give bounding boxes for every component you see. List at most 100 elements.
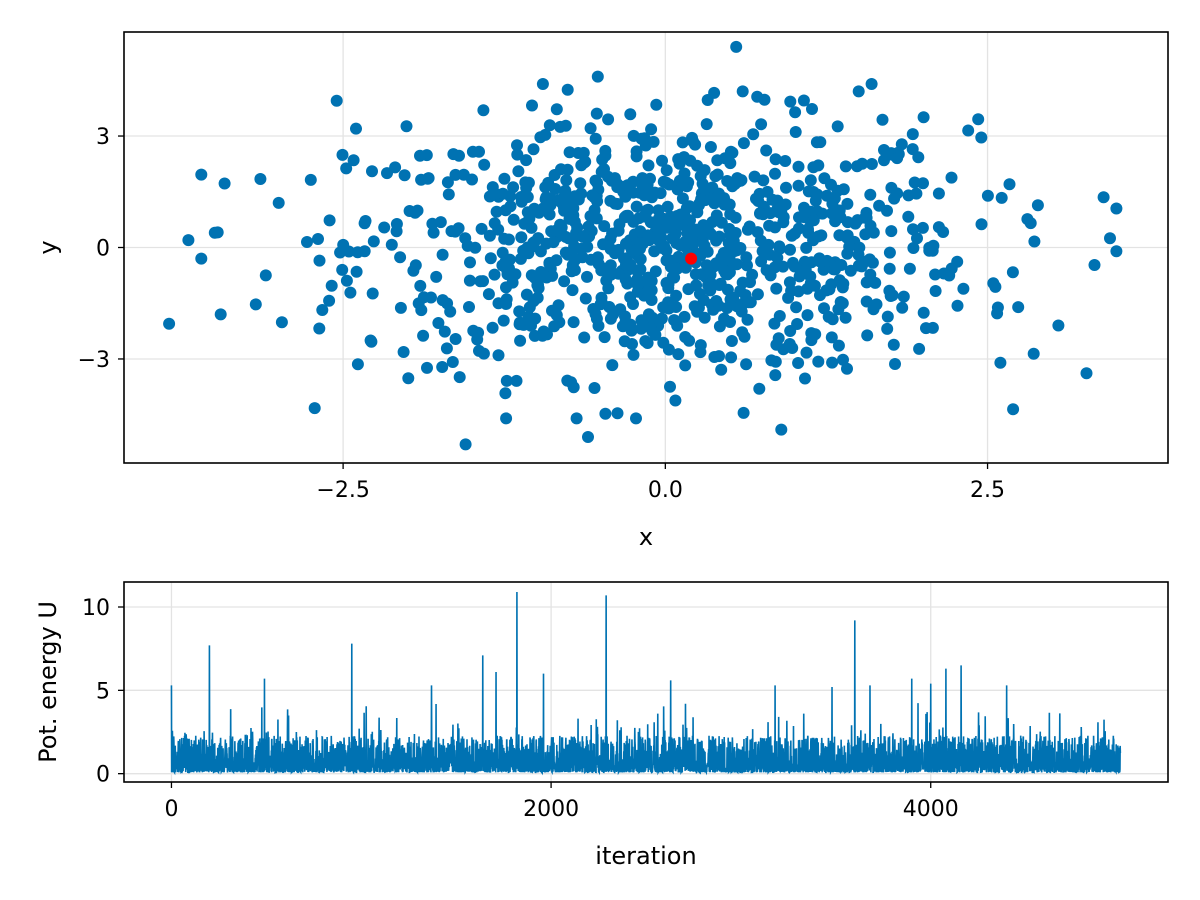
scatter-point xyxy=(829,263,842,276)
scatter-point xyxy=(676,192,689,205)
scatter-point xyxy=(657,175,670,188)
scatter-point xyxy=(254,173,267,185)
scatter-point xyxy=(550,254,563,267)
scatter-point xyxy=(446,356,459,368)
scatter-point xyxy=(715,216,728,229)
scatter-point xyxy=(715,363,728,376)
scatter-point xyxy=(389,161,402,174)
scatter-point xyxy=(906,143,919,156)
scatter-point xyxy=(597,262,610,275)
scatter-point xyxy=(385,238,398,251)
scatter-point xyxy=(1110,245,1123,258)
scatter-point xyxy=(275,316,288,329)
scatter-point xyxy=(662,278,675,291)
scatter-y-tick-label: 3 xyxy=(96,125,110,150)
scatter-point xyxy=(823,283,836,296)
scatter-point xyxy=(550,224,563,237)
scatter-point xyxy=(814,289,826,302)
scatter-points xyxy=(163,40,1123,451)
scatter-point xyxy=(929,285,942,297)
scatter-point xyxy=(638,210,651,223)
scatter-point xyxy=(208,226,221,239)
scatter-point xyxy=(789,126,802,138)
scatter-point xyxy=(366,165,378,178)
scatter-point xyxy=(777,343,790,356)
scatter-point xyxy=(943,269,956,282)
scatter-point xyxy=(323,294,336,307)
scatter-point xyxy=(621,179,634,192)
energy-frame xyxy=(123,581,1169,783)
scatter-y-axis-label: y xyxy=(34,240,62,254)
scatter-point xyxy=(891,152,904,165)
scatter-point xyxy=(411,204,424,217)
scatter-point xyxy=(630,412,642,425)
scatter-point xyxy=(1052,319,1065,332)
scatter-point xyxy=(501,268,514,281)
scatter-point xyxy=(613,218,626,231)
scatter-x-tick-label: −2.5 xyxy=(316,478,369,503)
scatter-point xyxy=(807,161,820,174)
scatter-point xyxy=(926,244,939,257)
scatter-point xyxy=(812,230,825,243)
scatter-point xyxy=(581,240,594,253)
scatter-point xyxy=(808,279,821,292)
scatter-x-axis-label: x xyxy=(639,523,653,551)
scatter-point xyxy=(932,187,945,200)
scatter-point xyxy=(910,187,923,200)
scatter-point xyxy=(449,333,462,345)
scatter-point xyxy=(358,245,371,258)
scatter-point xyxy=(584,122,597,135)
scatter-point xyxy=(645,294,658,306)
scatter-point xyxy=(1104,232,1116,245)
scatter-point xyxy=(1110,202,1123,215)
scatter-point xyxy=(704,141,717,153)
scatter-point xyxy=(878,154,890,167)
scatter-point xyxy=(755,118,768,131)
scatter-point xyxy=(718,264,731,277)
scatter-point xyxy=(641,178,654,191)
scatter-point xyxy=(711,168,724,181)
scatter-point xyxy=(415,173,428,186)
scatter-point xyxy=(464,256,476,269)
scatter-point xyxy=(500,412,513,425)
scatter-point xyxy=(436,294,449,307)
scatter-point xyxy=(558,275,571,288)
scatter-point xyxy=(484,252,497,265)
scatter-point xyxy=(536,78,549,90)
scatter-point xyxy=(669,394,682,407)
scatter-point xyxy=(889,358,901,370)
scatter-point xyxy=(1097,191,1110,204)
scatter-point xyxy=(784,243,796,256)
scatter-point xyxy=(710,295,723,307)
scatter-point xyxy=(577,146,590,159)
scatter-point xyxy=(881,310,894,323)
scatter-point xyxy=(182,234,195,247)
scatter-point xyxy=(994,356,1007,369)
energy-y-tick-label: 0 xyxy=(96,763,110,788)
scatter-point xyxy=(730,258,743,271)
scatter-point xyxy=(1003,178,1016,191)
scatter-point xyxy=(800,241,813,254)
scatter-point xyxy=(640,275,653,288)
scatter-point xyxy=(878,144,890,156)
scatter-point xyxy=(791,318,804,330)
scatter-point xyxy=(514,334,527,347)
scatter-point xyxy=(788,260,801,273)
scatter-point xyxy=(582,220,595,233)
scatter-point xyxy=(802,185,815,198)
scatter-point xyxy=(409,259,422,272)
scatter-point xyxy=(272,196,285,209)
energy-x-tick-label: 4000 xyxy=(903,797,959,822)
scatter-point xyxy=(582,431,594,443)
scatter-point xyxy=(722,237,735,249)
highlight-point xyxy=(685,252,698,265)
scatter-point xyxy=(771,251,784,264)
scatter-point xyxy=(507,213,520,226)
scatter-point xyxy=(883,262,896,275)
scatter-point xyxy=(527,295,540,308)
scatter-point xyxy=(661,200,674,213)
scatter-point xyxy=(917,111,930,124)
scatter-point xyxy=(1027,347,1040,360)
scatter-point xyxy=(920,322,932,335)
scatter-point xyxy=(378,221,391,234)
